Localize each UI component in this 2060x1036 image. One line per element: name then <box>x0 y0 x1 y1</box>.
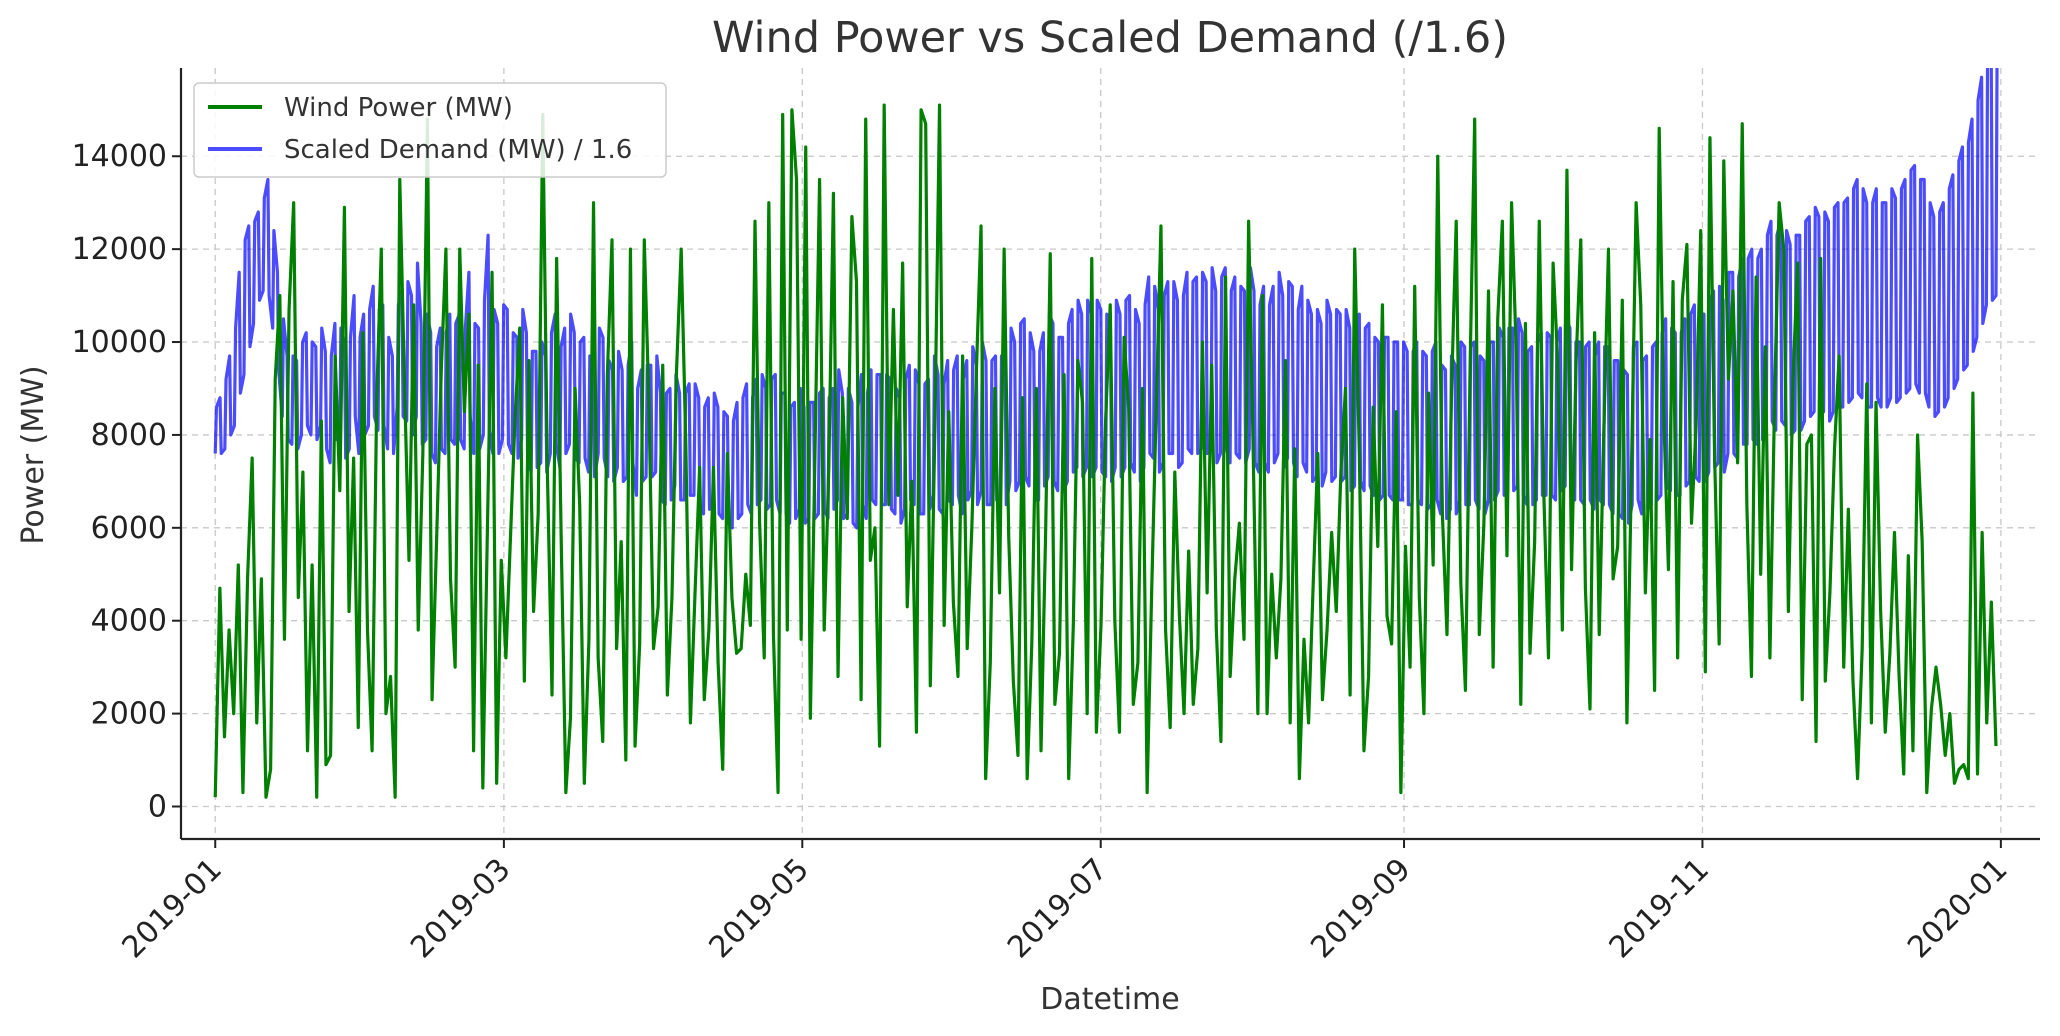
series-lines <box>213 68 1999 799</box>
y-tick-label: 4000 <box>91 604 167 639</box>
y-tick-label: 12000 <box>72 232 167 267</box>
legend: Wind Power (MW) Scaled Demand (MW) / 1.6 <box>193 82 667 178</box>
y-tick-label: 14000 <box>72 139 167 174</box>
legend-label-demand: Scaled Demand (MW) / 1.6 <box>284 135 632 165</box>
legend-label-wind: Wind Power (MW) <box>284 93 513 123</box>
legend-box <box>193 82 667 178</box>
y-tick-label: 2000 <box>91 697 167 732</box>
x-axis-label: Datetime <box>1040 982 1179 1017</box>
chart-title: Wind Power vs Scaled Demand (/1.6) <box>712 13 1508 63</box>
y-tick-label: 6000 <box>91 511 167 546</box>
y-tick-label: 0 <box>148 789 167 824</box>
series-line-wind-power <box>213 103 1998 799</box>
y-tick-label: 8000 <box>91 418 167 453</box>
y-axis-ticks: 0 2000 4000 6000 8000 10000 12000 14000 <box>72 139 181 824</box>
y-tick-label: 10000 <box>72 325 167 360</box>
y-axis-label: Power (MW) <box>16 365 51 544</box>
